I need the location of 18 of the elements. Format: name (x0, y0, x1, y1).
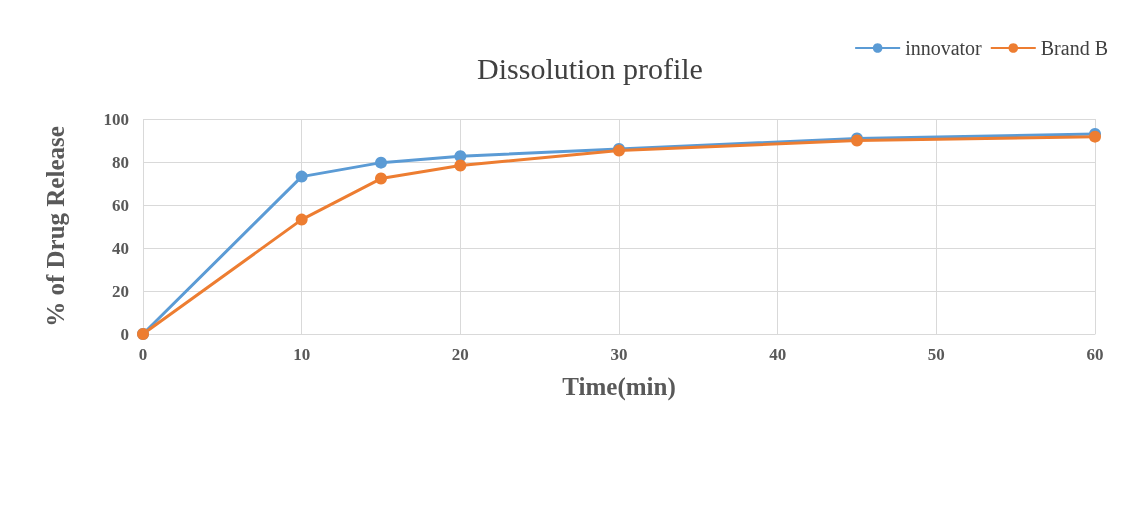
chart-title: Dissolution profile (477, 51, 703, 85)
y-axis-title: % of Drug Release (42, 126, 69, 327)
x-tick-label: 0 (138, 345, 148, 364)
x-tick-label: 60 (1086, 345, 1104, 364)
x-tick-label: 40 (769, 345, 787, 364)
y-tick-label: 100 (103, 109, 129, 129)
x-tick-label: 10 (293, 345, 311, 364)
x-tick-label: 30 (610, 345, 628, 364)
y-tick-label: 0 (120, 324, 129, 344)
y-tick-label: 20 (112, 281, 129, 301)
y-tick-label: 60 (112, 195, 129, 215)
y-tick-label: 40 (112, 238, 129, 258)
x-tick-label: 20 (451, 345, 469, 364)
x-tick-label: 50 (927, 345, 945, 364)
legend-label: innovator (905, 37, 983, 59)
legend-label: Brand B (1040, 37, 1108, 59)
x-axis-title: Time(min) (562, 373, 676, 401)
y-tick-label: 80 (112, 152, 129, 172)
